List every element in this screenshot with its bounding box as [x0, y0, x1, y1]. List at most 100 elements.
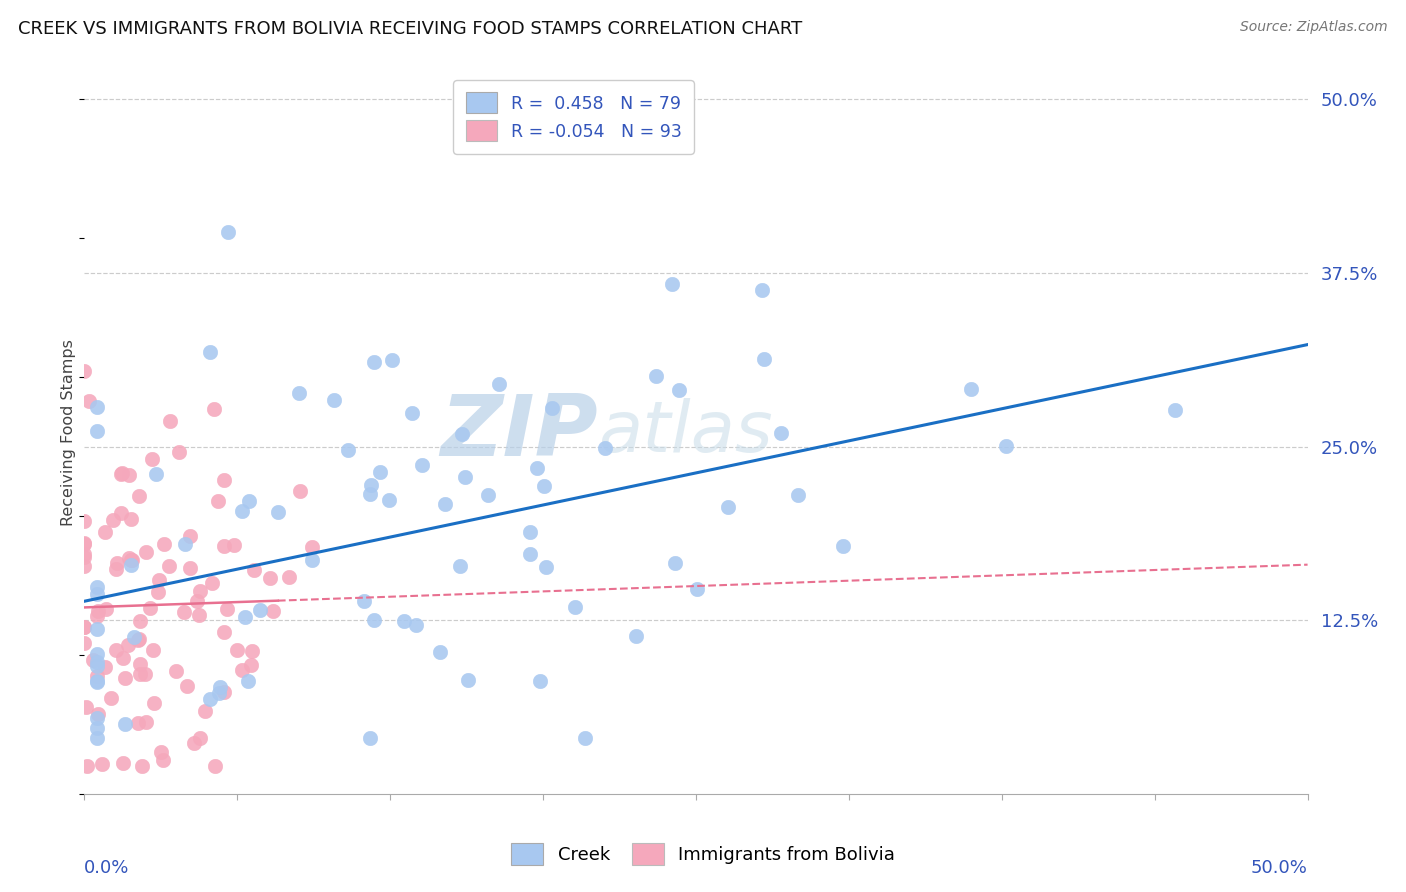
Point: [457, 673, 479, 688]
Point: [87, 604, 110, 618]
Point: [267, 505, 290, 519]
Point: [353, 593, 375, 607]
Point: [73, 536, 96, 550]
Point: [101, 513, 124, 527]
Point: [141, 451, 163, 466]
Point: [110, 506, 132, 520]
Point: [86, 655, 108, 669]
Point: [360, 478, 382, 492]
Point: [377, 493, 399, 508]
Point: [76, 759, 98, 773]
Point: [73, 558, 96, 573]
Point: [198, 344, 221, 359]
Point: [149, 745, 172, 759]
Point: [86, 711, 108, 725]
Point: [770, 426, 793, 441]
Point: [73, 547, 96, 561]
Point: [533, 479, 555, 493]
Point: [831, 540, 853, 554]
Point: [238, 494, 260, 508]
Point: [138, 601, 160, 615]
Point: [994, 438, 1017, 452]
Point: [301, 540, 323, 554]
Point: [114, 671, 136, 685]
Text: ZIP: ZIP: [440, 391, 598, 475]
Point: [152, 753, 174, 767]
Point: [363, 613, 385, 627]
Point: [145, 467, 167, 481]
Point: [129, 657, 152, 672]
Point: [100, 690, 122, 705]
Y-axis label: Receiving Food Stamps: Receiving Food Stamps: [60, 339, 76, 526]
Point: [121, 553, 143, 567]
Point: [73, 549, 96, 564]
Point: [105, 643, 128, 657]
Point: [717, 500, 740, 514]
Point: [686, 582, 709, 596]
Point: [200, 692, 222, 706]
Point: [128, 667, 150, 681]
Point: [541, 401, 564, 416]
Point: [262, 604, 284, 618]
Point: [75, 700, 97, 714]
Point: [526, 461, 548, 475]
Point: [143, 696, 166, 710]
Point: [411, 458, 433, 472]
Point: [564, 599, 586, 614]
Point: [226, 642, 249, 657]
Point: [624, 629, 647, 643]
Point: [73, 620, 96, 634]
Point: [153, 536, 176, 550]
Point: [73, 514, 96, 528]
Point: [135, 544, 157, 558]
Point: [86, 647, 108, 661]
Point: [174, 537, 197, 551]
Point: [208, 686, 231, 700]
Point: [231, 504, 253, 518]
Point: [201, 576, 224, 591]
Point: [574, 731, 596, 746]
Point: [117, 638, 139, 652]
Point: [121, 553, 143, 567]
Point: [86, 673, 108, 688]
Point: [593, 441, 616, 455]
Point: [381, 353, 404, 368]
Point: [179, 560, 201, 574]
Point: [259, 571, 281, 585]
Point: [645, 369, 668, 384]
Point: [488, 376, 510, 391]
Point: [105, 556, 128, 570]
Point: [519, 525, 541, 540]
Point: [202, 402, 225, 417]
Point: [111, 651, 134, 665]
Point: [214, 540, 236, 554]
Point: [86, 659, 108, 673]
Point: [187, 608, 209, 623]
Point: [73, 620, 96, 634]
Point: [122, 630, 145, 644]
Point: [359, 731, 381, 746]
Point: [401, 406, 423, 420]
Point: [93, 660, 115, 674]
Legend: R =  0.458   N = 79, R = -0.054   N = 93: R = 0.458 N = 79, R = -0.054 N = 93: [454, 80, 693, 153]
Point: [86, 622, 108, 636]
Point: [243, 562, 266, 576]
Point: [86, 675, 108, 690]
Legend: Creek, Immigrants from Bolivia: Creek, Immigrants from Bolivia: [503, 836, 903, 872]
Point: [208, 681, 231, 695]
Point: [157, 558, 180, 573]
Point: [188, 731, 211, 746]
Point: [751, 283, 773, 297]
Point: [86, 669, 108, 683]
Point: [434, 497, 457, 511]
Point: [183, 736, 205, 750]
Point: [429, 645, 451, 659]
Point: [118, 551, 141, 566]
Point: [179, 529, 201, 543]
Point: [131, 759, 153, 773]
Point: [77, 393, 100, 408]
Point: [86, 424, 108, 438]
Point: [277, 569, 299, 583]
Point: [222, 538, 245, 552]
Text: 0.0%: 0.0%: [84, 859, 129, 877]
